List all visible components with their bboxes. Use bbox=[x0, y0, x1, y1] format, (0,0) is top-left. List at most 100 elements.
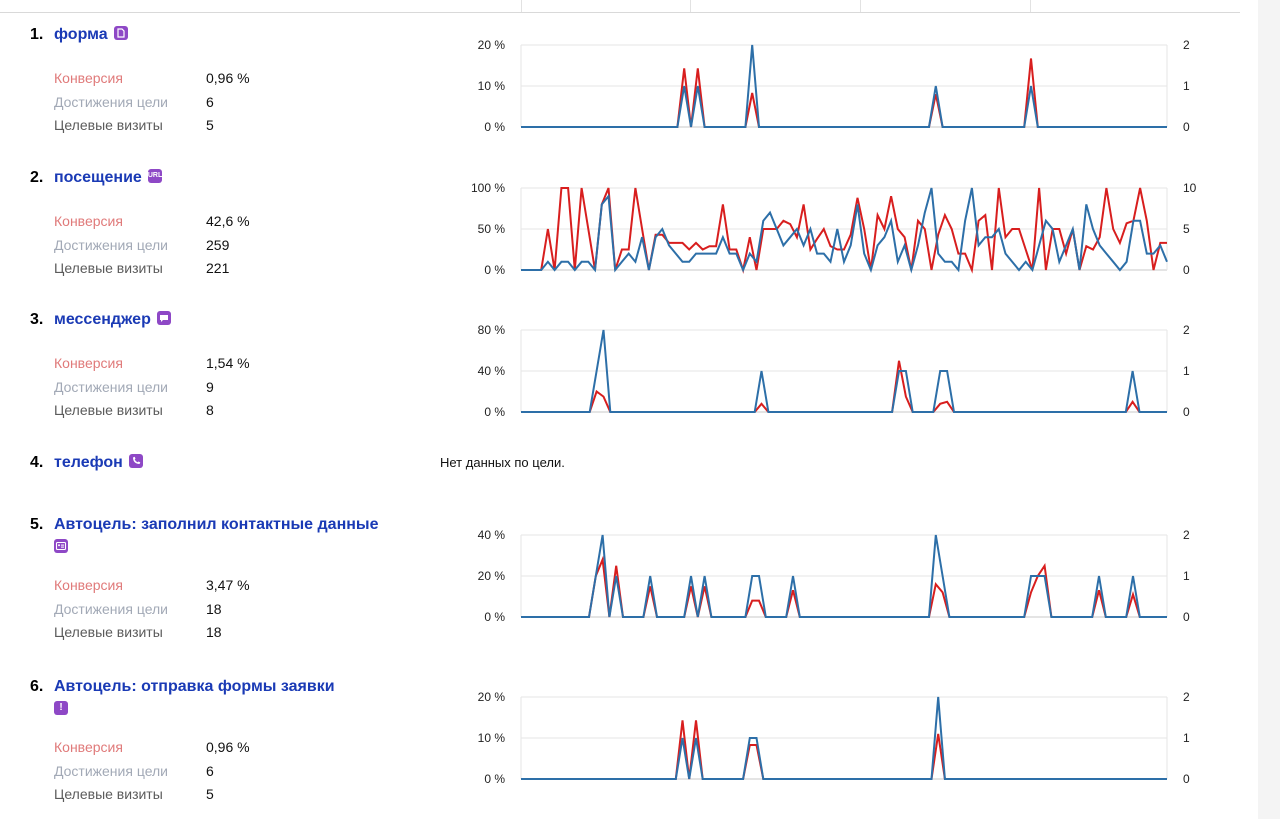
goal-title[interactable]: мессенджер bbox=[54, 310, 414, 330]
goal-stats: Конверсия 42,6 % Достижения цели 259 Целев… bbox=[54, 213, 354, 284]
conversion-value: 1,54 % bbox=[206, 355, 250, 371]
visits-value: 5 bbox=[206, 117, 214, 133]
reaches-label: Достижения цели bbox=[54, 762, 169, 779]
visits-value: 221 bbox=[206, 260, 230, 276]
right-tick-label: 1 bbox=[1183, 364, 1190, 378]
goal-number: 4. bbox=[30, 454, 44, 471]
stat-reaches: Достижения цели 9 bbox=[54, 379, 354, 403]
visits-label: Целевые визиты bbox=[54, 260, 163, 276]
reaches-label: Достижения цели bbox=[54, 236, 169, 253]
alert-icon: ! bbox=[54, 701, 68, 715]
goal-title[interactable]: Автоцель: заполнил контактные данные bbox=[54, 515, 414, 553]
top-divider bbox=[0, 12, 1240, 13]
right-tick-label: 2 bbox=[1183, 690, 1190, 704]
stat-conversion: Конверсия 42,6 % bbox=[54, 213, 354, 237]
stat-conversion: Конверсия 3,47 % bbox=[54, 577, 354, 601]
goal-number: 5. bbox=[30, 516, 44, 533]
reaches-value: 9 bbox=[206, 378, 214, 395]
reaches-label: Достижения цели bbox=[54, 93, 169, 110]
contact-card-icon bbox=[54, 539, 68, 553]
line-chart-svg: 80 % 2 40 % 1 0 % 0 bbox=[478, 323, 1190, 419]
left-tick-label: 40 % bbox=[478, 528, 506, 542]
left-tick-label: 20 % bbox=[478, 569, 506, 583]
goal-chart: 20 % 2 10 % 1 0 % 0 bbox=[440, 35, 1240, 135]
stat-visits: Целевые визиты 221 bbox=[54, 260, 354, 284]
reaches-value: 259 bbox=[206, 236, 230, 253]
conversion-label: Конверсия bbox=[54, 213, 123, 229]
stat-visits: Целевые визиты 5 bbox=[54, 117, 354, 141]
goal-title-text[interactable]: посещение bbox=[54, 169, 142, 186]
left-tick-label: 20 % bbox=[478, 38, 506, 52]
top-tick bbox=[521, 0, 522, 12]
conversion-line bbox=[521, 58, 1167, 128]
top-tick bbox=[1030, 0, 1031, 12]
right-tick-label: 0 bbox=[1183, 405, 1190, 419]
right-tick-label: 2 bbox=[1183, 323, 1190, 337]
stat-reaches: Достижения цели 18 bbox=[54, 601, 354, 625]
url-icon: URL bbox=[147, 169, 163, 183]
goal-stats: Конверсия 3,47 % Достижения цели 18 Целевы… bbox=[54, 577, 354, 648]
reaches-value: 18 bbox=[206, 600, 222, 617]
alert-icon-text: ! bbox=[59, 702, 63, 713]
goal-stats: Конверсия 1,54 % Достижения цели 9 Целевые… bbox=[54, 355, 354, 426]
right-tick-label: 0 bbox=[1183, 263, 1190, 277]
right-tick-label: 1 bbox=[1183, 569, 1190, 583]
right-tick-label: 0 bbox=[1183, 772, 1190, 786]
visits-value: 18 bbox=[206, 624, 222, 640]
reaches-label: Достижения цели bbox=[54, 378, 169, 395]
goal-chart: 100 % 10 50 % 5 0 % 0 bbox=[440, 178, 1240, 278]
goal-title[interactable]: форма bbox=[54, 25, 414, 45]
goal-number: 6. bbox=[30, 678, 44, 695]
right-tick-label: 0 bbox=[1183, 120, 1190, 134]
left-tick-label: 10 % bbox=[478, 79, 506, 93]
reaches-line bbox=[521, 329, 1167, 413]
goal-title[interactable]: Автоцель: отправка формы заявки! bbox=[54, 677, 414, 715]
right-tick-label: 1 bbox=[1183, 79, 1190, 93]
goal-title[interactable]: телефон bbox=[54, 453, 414, 473]
conversion-line bbox=[521, 187, 1167, 274]
left-tick-label: 0 % bbox=[484, 263, 505, 277]
top-tick bbox=[860, 0, 861, 12]
no-data-message: Нет данных по цели. bbox=[440, 455, 565, 470]
goal-stats: Конверсия 0,96 % Достижения цели 6 Целевые… bbox=[54, 739, 354, 810]
right-tick-label: 1 bbox=[1183, 731, 1190, 745]
reaches-value: 6 bbox=[206, 762, 214, 779]
goal-title-text[interactable]: Автоцель: заполнил контактные данные bbox=[54, 516, 379, 533]
right-tick-label: 2 bbox=[1183, 38, 1190, 52]
goal-title-text[interactable]: телефон bbox=[54, 454, 123, 471]
stat-visits: Целевые визиты 18 bbox=[54, 624, 354, 648]
visits-label: Целевые визиты bbox=[54, 117, 163, 133]
left-tick-label: 0 % bbox=[484, 120, 505, 134]
line-chart-svg: 20 % 210 % 10 % 0 bbox=[478, 38, 1190, 134]
phone-icon bbox=[128, 454, 143, 468]
reaches-line bbox=[521, 534, 1167, 618]
goal-title-text[interactable]: Автоцель: отправка формы заявки bbox=[54, 678, 335, 695]
left-tick-label: 20 % bbox=[478, 690, 506, 704]
goal-title-text[interactable]: форма bbox=[54, 26, 108, 43]
left-tick-label: 80 % bbox=[478, 323, 506, 337]
stat-conversion: Конверсия 0,96 % bbox=[54, 739, 354, 763]
left-tick-label: 0 % bbox=[484, 405, 505, 419]
left-tick-label: 40 % bbox=[478, 364, 506, 378]
stat-conversion: Конверсия 1,54 % bbox=[54, 355, 354, 379]
goal-number: 1. bbox=[30, 26, 44, 43]
visits-label: Целевые визиты bbox=[54, 402, 163, 418]
right-tick-label: 10 bbox=[1183, 181, 1197, 195]
goal-title[interactable]: посещение URL bbox=[54, 168, 414, 188]
goal-stats: Конверсия 0,96 % Достижения цели 6 Целевые… bbox=[54, 70, 354, 141]
stat-conversion: Конверсия 0,96 % bbox=[54, 70, 354, 94]
right-panel-edge bbox=[1258, 0, 1280, 819]
stat-visits: Целевые визиты 8 bbox=[54, 402, 354, 426]
conversion-label: Конверсия bbox=[54, 70, 123, 86]
line-chart-svg: 20 % 210 % 10 % 0 bbox=[478, 690, 1190, 786]
goal-title-text[interactable]: мессенджер bbox=[54, 311, 151, 328]
url-icon-text: URL bbox=[147, 172, 163, 179]
stat-visits: Целевые визиты 5 bbox=[54, 786, 354, 810]
left-tick-label: 0 % bbox=[484, 610, 505, 624]
left-tick-label: 0 % bbox=[484, 772, 505, 786]
goal-chart: 20 % 2 10 % 1 0 % 0 bbox=[440, 687, 1240, 787]
right-tick-label: 0 bbox=[1183, 610, 1190, 624]
goal-chart: 40 % 2 20 % 1 0 % 0 bbox=[440, 525, 1240, 625]
conversion-value: 42,6 % bbox=[206, 213, 250, 229]
